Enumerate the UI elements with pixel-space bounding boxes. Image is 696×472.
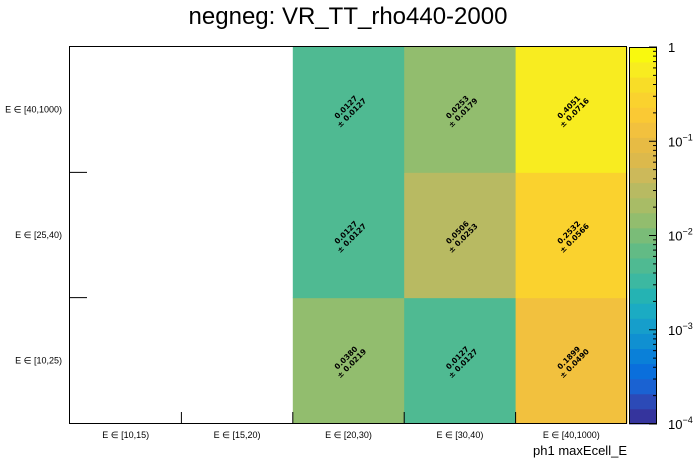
heatmap-cell bbox=[515, 172, 628, 299]
color-scale-swatch bbox=[629, 378, 657, 395]
x-tick-label: E ∈ [30,40) bbox=[436, 430, 483, 440]
heatmap-cell bbox=[515, 47, 628, 173]
color-scale-swatch bbox=[629, 243, 657, 259]
color-scale-swatch bbox=[629, 197, 657, 214]
color-scale-swatch bbox=[629, 408, 657, 425]
x-tick-labels: E ∈ [10,15) E ∈ [15,20) E ∈ [20,30) E ∈ [30… bbox=[102, 430, 599, 440]
color-scale-label-exponent: −1 bbox=[682, 132, 692, 142]
color-scale-swatch bbox=[629, 333, 657, 349]
heatmap-cell bbox=[292, 47, 405, 173]
chart-title: negneg: VR_TT_rho440-2000 bbox=[189, 3, 508, 30]
heatmap-cell bbox=[292, 172, 405, 299]
heatmap-cell bbox=[515, 297, 628, 424]
color-scale-label: 10−2 bbox=[668, 227, 693, 244]
color-scale-swatch bbox=[629, 258, 657, 274]
color-scale-swatch bbox=[629, 137, 657, 153]
y-tick-label: E ∈ [25,40) bbox=[15, 230, 62, 240]
heatmap-cell bbox=[404, 172, 517, 299]
color-scale-swatch bbox=[629, 303, 657, 319]
y-tick-label: E ∈ [40,1000) bbox=[5, 105, 62, 115]
color-scale-swatch bbox=[629, 92, 657, 108]
color-scale-bar bbox=[629, 46, 657, 425]
color-scale-label: 10−4 bbox=[668, 415, 693, 432]
y-tick-labels: E ∈ [10,25) E ∈ [25,40) E ∈ [40,1000) bbox=[5, 105, 62, 366]
color-scale-swatch bbox=[629, 273, 657, 289]
x-tick-label: E ∈ [15,20) bbox=[214, 430, 261, 440]
color-scale-swatch bbox=[629, 363, 657, 380]
axis-ticks bbox=[70, 171, 517, 423]
heatmap-cells: 0.0380± 0.0219 0.0127± 0.0127 0.1899± 0.04… bbox=[292, 47, 628, 424]
color-scale-swatch bbox=[629, 212, 657, 229]
color-scale-swatch bbox=[629, 77, 657, 93]
color-scale-label: 10−1 bbox=[668, 132, 693, 149]
color-scale-label-exponent: −3 bbox=[682, 321, 692, 331]
heatmap-cell bbox=[404, 297, 517, 424]
color-scale-label-exponent: −4 bbox=[682, 415, 692, 425]
color-scale-swatch bbox=[629, 62, 657, 78]
x-tick-label: E ∈ [20,30) bbox=[325, 430, 372, 440]
color-scale-swatch bbox=[629, 393, 657, 410]
color-scale-swatch bbox=[629, 167, 657, 184]
x-tick-label: E ∈ [40,1000) bbox=[543, 430, 600, 440]
color-scale-swatch bbox=[629, 288, 657, 304]
color-scale-swatch bbox=[629, 47, 657, 63]
color-scale-labels: 1 10−1 10−2 10−3 10−4 bbox=[668, 40, 693, 432]
x-axis-label: ph1 maxEcell_E bbox=[533, 443, 627, 458]
y-tick-label: E ∈ [10,25) bbox=[15, 355, 62, 365]
x-tick-label: E ∈ [10,15) bbox=[102, 430, 149, 440]
color-scale-swatch bbox=[629, 152, 657, 169]
color-scale-swatch bbox=[629, 122, 657, 138]
color-scale-label: 1 bbox=[668, 40, 675, 55]
color-scale-label: 10−3 bbox=[668, 321, 693, 338]
color-scale-swatch bbox=[629, 348, 657, 365]
color-scale-swatch bbox=[629, 182, 657, 199]
color-scale-label-exponent: −2 bbox=[682, 227, 692, 237]
heatmap-cell bbox=[404, 47, 517, 173]
plot-frame bbox=[69, 46, 627, 424]
color-scale-swatch bbox=[629, 107, 657, 123]
heatmap-cell bbox=[292, 297, 405, 424]
color-scale-swatch bbox=[629, 318, 657, 334]
color-scale-swatch bbox=[629, 227, 657, 244]
